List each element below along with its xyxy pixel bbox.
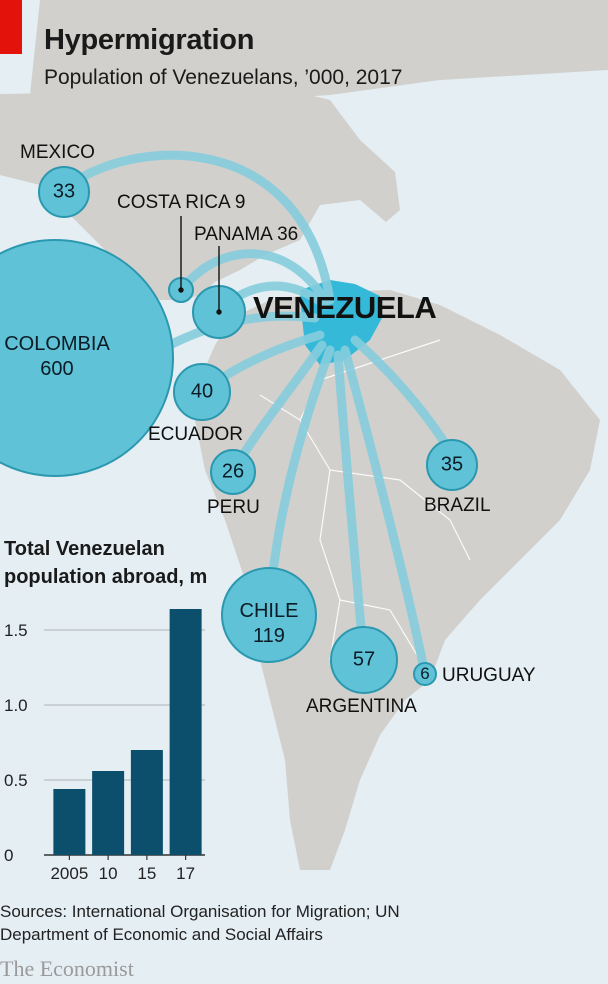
bubble-value-uruguay: 6 [420,664,430,683]
bubble-value-argentina: 57 [352,648,376,671]
bubble-value-ecuador: 40 [190,380,214,403]
label-brazil: BRAZIL [424,495,491,516]
bubble-argentina [330,626,398,694]
inset-bar-chart: 0 0.5 1.0 1.5 2005 10 15 17 [4,609,205,883]
label-mexico: MEXICO [20,142,95,163]
chart-title: Hypermigration [44,24,255,56]
brand-red-bar [0,0,22,54]
bar [169,609,202,855]
bubble-peru [210,449,256,495]
x-tick-label: 10 [99,864,118,883]
label-panama: PANAMA 36 [194,224,299,245]
bubble-value-mexico: 33 [52,180,76,203]
x-tick-label: 15 [137,864,156,883]
bubble-mexico [38,166,90,218]
y-tick-label: 1.5 [4,621,28,640]
land-north-america-top [30,0,608,100]
brand-logo-text: The Economist [0,956,134,981]
bubble-ecuador [173,363,231,421]
bar [130,750,163,855]
bubble-colombia [0,239,174,477]
bubble-value-peru: 26 [221,460,245,483]
label-argentina: ARGENTINA [306,696,417,717]
bar [53,789,86,855]
inset-chart-title: Total Venezuelan population abroad, m [4,538,208,588]
bubble-value-brazil: 35 [440,453,464,476]
leader-lines [178,216,222,315]
label-costa-rica: COSTA RICA 9 [117,192,246,213]
y-tick-label: 0 [4,846,13,865]
bubbles [0,166,478,694]
sources-note: Sources: International Organisation for … [0,902,400,944]
bubble-chile [221,567,317,663]
y-tick-label: 0.5 [4,771,28,790]
label-uruguay: URUGUAY [442,665,536,686]
land-south-america [195,290,600,870]
x-tick-label: 17 [176,864,195,883]
bubble-uruguay [413,662,437,686]
label-ecuador: ECUADOR [148,424,244,445]
label-peru: PERU [207,497,260,518]
y-tick-label: 1.0 [4,696,28,715]
bubble-label-chile: CHILE 119 [239,600,299,647]
bar [92,771,125,855]
bubble-brazil [426,439,478,491]
x-tick-label: 2005 [50,864,88,883]
bubble-label-colombia: COLOMBIA 600 [4,333,110,380]
land-north-america [0,88,400,300]
chart-subtitle: Population of Venezuelans, ’000, 2017 [44,66,403,89]
origin-label: VENEZUELA [253,290,437,325]
